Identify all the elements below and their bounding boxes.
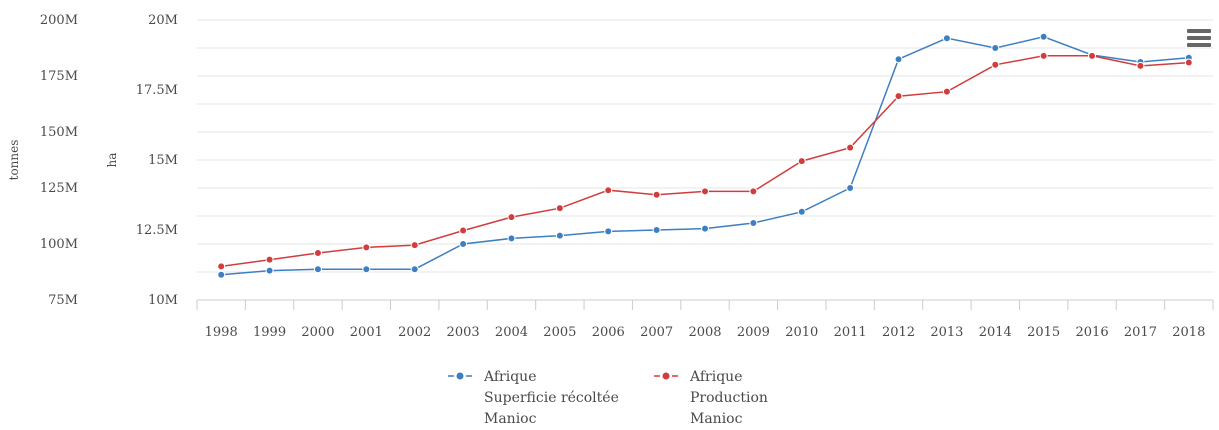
data-point[interactable] [555, 204, 564, 213]
data-point[interactable] [410, 241, 419, 250]
legend-label: Superficie récoltée [484, 390, 619, 406]
legend-label: Manioc [690, 411, 743, 427]
x-tick-label: 2016 [1076, 325, 1109, 340]
hamburger-icon [1187, 29, 1211, 33]
data-point[interactable] [362, 243, 371, 252]
x-tick-label: 1998 [205, 325, 238, 340]
x-tick-label: 2004 [495, 325, 528, 340]
legend-label: Afrique [689, 369, 742, 385]
legend-label: Afrique [483, 369, 536, 385]
data-point[interactable] [846, 184, 855, 192]
legend-item-2[interactable]: Afrique Production Manioc [654, 369, 768, 427]
y-tick-label-ha: 15M [148, 153, 178, 168]
y-tick-label-tonnes: 75M [48, 293, 78, 308]
data-point[interactable] [846, 143, 855, 152]
data-point[interactable] [1039, 51, 1048, 60]
x-tick-label: 2015 [1027, 325, 1060, 340]
series [217, 32, 1193, 279]
data-point[interactable] [555, 231, 564, 240]
data-point[interactable] [797, 207, 806, 216]
legend-swatch-marker [456, 372, 464, 380]
x-tick-label: 2005 [543, 325, 576, 340]
data-point[interactable] [749, 219, 758, 227]
legend-label: Production [690, 390, 768, 406]
series-line-2 [221, 55, 1189, 268]
data-point[interactable] [265, 255, 274, 264]
data-point[interactable] [459, 226, 468, 235]
data-point[interactable] [797, 157, 806, 166]
data-point[interactable] [894, 92, 903, 101]
data-point[interactable] [1184, 58, 1193, 67]
x-tick-label: 2018 [1172, 325, 1205, 340]
x-tick-label: 2003 [447, 325, 480, 340]
data-point[interactable] [1088, 51, 1097, 60]
data-point[interactable] [942, 87, 951, 96]
data-point[interactable] [217, 262, 226, 271]
x-tick-label: 1999 [253, 325, 286, 340]
data-point[interactable] [459, 240, 468, 248]
data-point[interactable] [942, 34, 951, 43]
y-tick-label-tonnes: 150M [40, 125, 78, 140]
legend-swatch-marker [662, 372, 670, 380]
data-point[interactable] [1136, 61, 1145, 70]
x-tick-label: 2000 [301, 325, 334, 340]
y-tick-label-ha: 10M [148, 293, 178, 308]
y-tick-label-ha: 12.5M [136, 223, 178, 238]
x-tick-label: 2012 [882, 325, 915, 340]
data-point[interactable] [410, 265, 419, 274]
data-point[interactable] [701, 224, 709, 233]
x-tick-label: 2010 [785, 325, 818, 340]
y-tick-label-tonnes: 100M [40, 237, 78, 252]
y-tick-label-ha: 20M [148, 13, 178, 28]
hamburger-icon-bar [1187, 36, 1211, 40]
y-tick-label-tonnes: 125M [40, 181, 78, 196]
y-tick-label-tonnes: 200M [40, 13, 78, 28]
legend[interactable]: Afrique Superficie récoltée Manioc Afrique P… [448, 369, 768, 427]
data-point[interactable] [507, 234, 516, 243]
x-tick-label: 2008 [688, 325, 721, 340]
hamburger-icon-bar [1187, 43, 1211, 47]
x-tick-label: 2007 [640, 325, 673, 340]
y-axis-title-ha: ha [105, 153, 119, 168]
data-point[interactable] [701, 187, 709, 196]
data-point[interactable] [604, 186, 613, 195]
data-point[interactable] [313, 248, 322, 257]
series-line-1 [221, 36, 1189, 276]
grid-lines [197, 19, 1213, 301]
data-point[interactable] [652, 190, 661, 199]
data-point[interactable] [507, 213, 516, 222]
legend-item-1[interactable]: Afrique Superficie récoltée Manioc [448, 369, 619, 427]
x-tick-label: 2013 [930, 325, 963, 340]
data-point[interactable] [604, 227, 613, 236]
data-point[interactable] [265, 266, 274, 275]
x-tick-label: 2009 [737, 325, 770, 340]
x-tick-label: 2017 [1124, 325, 1157, 340]
x-tick-label: 2014 [979, 325, 1012, 340]
x-tick-label: 2006 [592, 325, 625, 340]
x-tick-label: 2002 [398, 325, 431, 340]
data-point[interactable] [313, 265, 322, 274]
data-point[interactable] [362, 265, 371, 274]
legend-label: Manioc [484, 411, 537, 427]
y-axis-title-tonnes: tonnes [7, 140, 21, 181]
data-point[interactable] [749, 187, 758, 196]
y-tick-label-ha: 17.5M [136, 83, 178, 98]
axes: 1998 1999 2000 2001 2002 2003 2004 2005 2006 2007… [7, 13, 1214, 340]
y-tick-label-tonnes: 175M [40, 69, 78, 84]
chart-menu-button[interactable] [1187, 29, 1211, 47]
data-point[interactable] [991, 44, 1000, 52]
data-point[interactable] [991, 60, 1000, 69]
x-tick-label: 2011 [834, 325, 867, 340]
data-point[interactable] [1039, 32, 1048, 41]
data-point[interactable] [894, 55, 903, 64]
x-tick-label: 2001 [350, 325, 383, 340]
data-point[interactable] [217, 270, 226, 279]
data-point[interactable] [652, 226, 661, 234]
